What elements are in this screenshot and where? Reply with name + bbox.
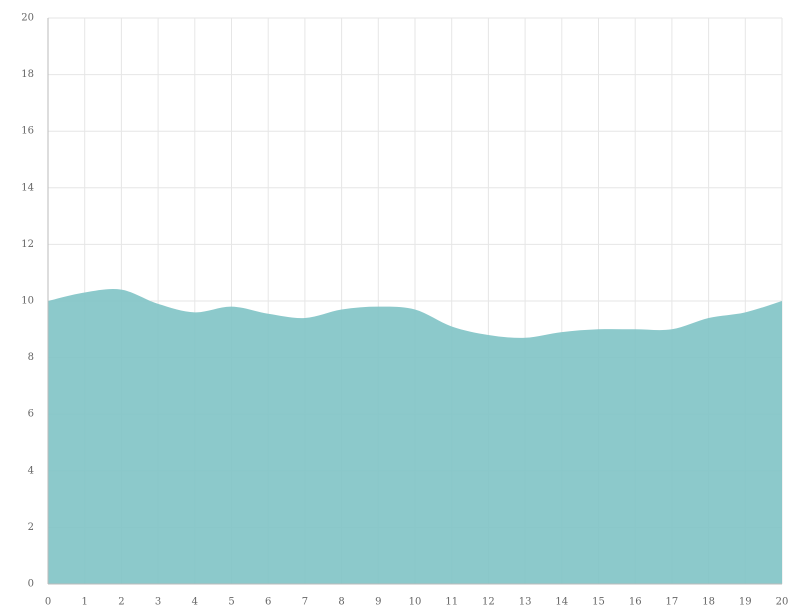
x-tick-label: 13 (519, 597, 532, 608)
x-tick-label: 10 (409, 597, 422, 608)
x-tick-label: 7 (302, 597, 308, 608)
x-tick-label: 2 (118, 597, 124, 608)
x-tick-label: 11 (445, 597, 458, 608)
y-tick-label: 20 (21, 13, 34, 24)
area (48, 289, 782, 584)
x-tick-label: 5 (228, 597, 234, 608)
y-tick-label: 8 (28, 352, 34, 363)
y-tick-label: 10 (21, 296, 34, 307)
y-tick-label: 14 (21, 182, 34, 193)
x-tick-label: 3 (155, 597, 161, 608)
y-tick-label: 12 (21, 239, 34, 250)
y-tick-label: 0 (28, 579, 34, 590)
y-tick-label: 6 (28, 409, 34, 420)
x-tick-label: 14 (555, 597, 568, 608)
x-tick-label: 12 (482, 597, 495, 608)
y-tick-label: 2 (28, 522, 34, 533)
x-tick-label: 20 (776, 597, 789, 608)
y-tick-label: 18 (21, 69, 34, 80)
x-tick-label: 18 (702, 597, 715, 608)
y-tick-label: 4 (28, 465, 34, 476)
x-tick-label: 15 (592, 597, 605, 608)
x-tick-label: 1 (82, 597, 88, 608)
x-tick-label: 0 (45, 597, 51, 608)
x-tick-label: 17 (666, 597, 679, 608)
x-tick-label: 8 (338, 597, 344, 608)
x-tick-label: 9 (375, 597, 381, 608)
x-tick-label: 16 (629, 597, 642, 608)
y-tick-label: 16 (21, 126, 34, 137)
x-tick-label: 4 (192, 597, 198, 608)
x-tick-label: 19 (739, 597, 752, 608)
x-tick-label: 6 (265, 597, 271, 608)
